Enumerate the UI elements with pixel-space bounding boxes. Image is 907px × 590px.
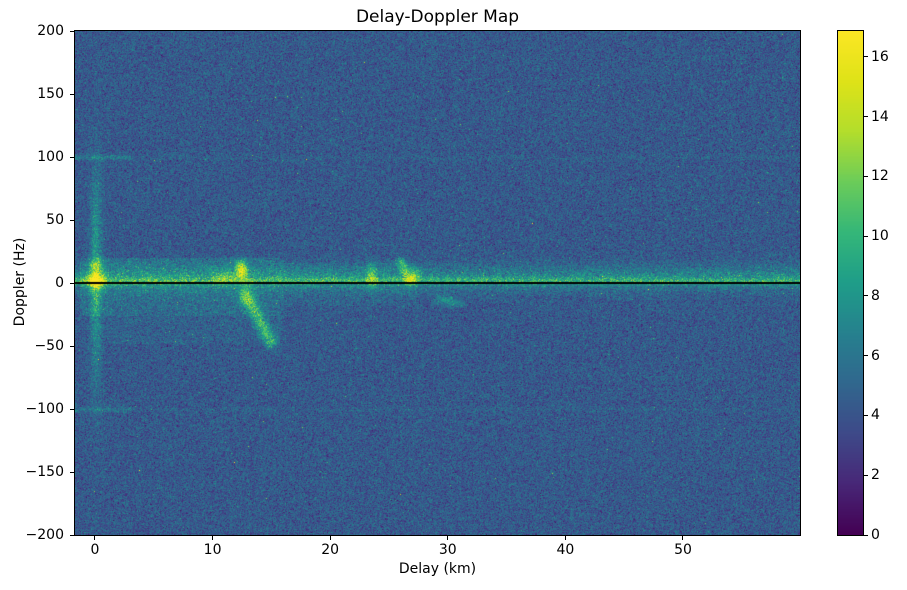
colorbar-tick-label: 0 — [871, 527, 880, 543]
colorbar-tick-label: 8 — [871, 287, 880, 304]
colorbar-tick-label: 10 — [871, 228, 889, 245]
colorbar-tick-label: 2 — [871, 467, 880, 484]
colorbar-tick-mark — [864, 235, 868, 237]
colorbar-tick-label: 4 — [871, 407, 880, 424]
y-tick-label: −50 — [34, 338, 64, 354]
y-tick-label: 0 — [55, 275, 64, 291]
y-tick-mark — [70, 408, 74, 410]
colorbar-tick-mark — [864, 56, 868, 58]
y-tick-mark — [70, 282, 74, 284]
colorbar-tick-mark — [864, 175, 868, 177]
y-tick-label: 150 — [37, 86, 64, 102]
x-tick-label: 40 — [556, 542, 575, 558]
y-tick-mark — [70, 345, 74, 347]
colorbar-tick-mark — [864, 534, 868, 536]
x-tick-label: 10 — [203, 542, 222, 558]
colorbar-tick-mark — [864, 116, 868, 118]
colorbar-tick-label: 14 — [871, 108, 889, 125]
x-tick-label: 0 — [90, 542, 100, 558]
x-tick-mark — [682, 536, 684, 540]
colorbar-tick-label: 16 — [871, 48, 889, 65]
y-tick-label: −150 — [25, 464, 64, 480]
y-tick-label: −200 — [25, 527, 64, 543]
colorbar-tick-label: 6 — [871, 347, 880, 364]
x-tick-label: 30 — [438, 542, 457, 558]
colorbar — [837, 30, 864, 536]
y-tick-mark — [70, 93, 74, 95]
x-tick-mark — [329, 536, 331, 540]
heatmap-canvas — [75, 31, 800, 535]
y-tick-mark — [70, 471, 74, 473]
plot-area — [74, 30, 801, 536]
x-tick-mark — [447, 536, 449, 540]
colorbar-tick-label: 12 — [871, 168, 889, 185]
y-tick-label: 100 — [37, 149, 64, 165]
x-axis-label: Delay (km) — [398, 561, 477, 577]
x-tick-label: 50 — [674, 542, 692, 558]
y-tick-mark — [70, 219, 74, 221]
y-tick-label: 50 — [46, 212, 64, 228]
chart-title: Delay-Doppler Map — [355, 7, 520, 27]
y-axis-label: Doppler (Hz) — [12, 237, 28, 327]
x-tick-label: 20 — [321, 542, 340, 558]
y-tick-mark — [70, 156, 74, 158]
y-tick-mark — [70, 534, 74, 536]
x-tick-mark — [94, 536, 96, 540]
colorbar-tick-mark — [864, 355, 868, 357]
colorbar-canvas — [838, 31, 863, 535]
colorbar-tick-mark — [864, 414, 868, 416]
y-tick-label: −100 — [25, 401, 64, 417]
x-tick-mark — [212, 536, 214, 540]
colorbar-tick-mark — [864, 295, 868, 297]
x-tick-mark — [564, 536, 566, 540]
y-tick-label: 200 — [37, 23, 64, 39]
colorbar-tick-mark — [864, 474, 868, 476]
y-tick-mark — [70, 30, 74, 32]
